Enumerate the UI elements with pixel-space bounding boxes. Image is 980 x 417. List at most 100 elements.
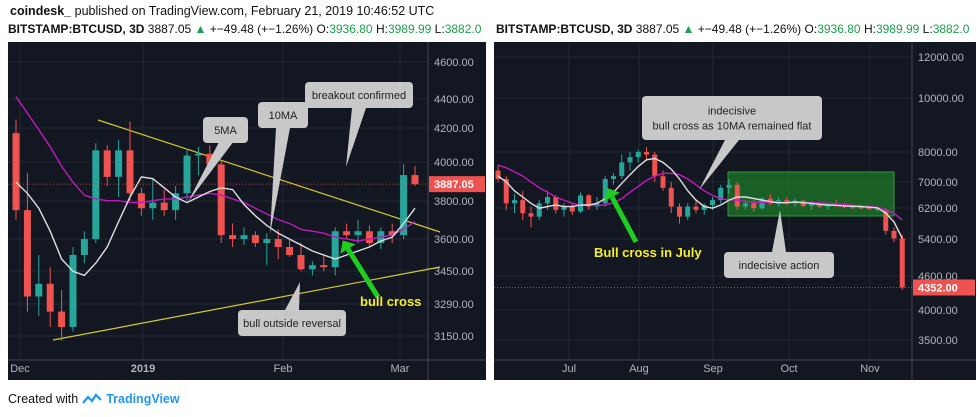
candle-body [512, 200, 517, 204]
author-name[interactable]: coindesk_ [10, 4, 72, 18]
candle-body [685, 206, 691, 217]
y-tick-label: 3500.00 [918, 335, 958, 347]
candle-body [875, 208, 880, 210]
y-tick-label: 3800.00 [434, 196, 474, 208]
candle-body [759, 198, 765, 209]
green-arrow-shaft [345, 247, 381, 299]
x-tick-label: Aug [629, 363, 649, 375]
indecisive-cross-callout-text: bull cross as 10MA remained flat [653, 120, 812, 132]
candle-body [103, 150, 111, 177]
bull-cross-july-label: Bull cross in July [594, 245, 702, 260]
chart-panel-right[interactable]: 12000.00 10000.00 8000.00 7000.00 6200.00 540… [494, 42, 976, 380]
symbol-bar-right: BITSTAMP:BTCUSD, 3D 3887.05 ▲ +−49.48 (+… [496, 22, 976, 36]
x-tick-label: Mar [391, 363, 410, 375]
candle-body [611, 176, 616, 179]
candle-body [263, 239, 271, 244]
candle-body [883, 209, 889, 231]
high-label: H: [863, 22, 876, 36]
candle-body [677, 206, 682, 217]
candle-body [35, 283, 43, 297]
y-tick-label: 4400.00 [434, 94, 474, 106]
candle-body [644, 152, 649, 155]
candle-body [411, 175, 419, 185]
candle-body [545, 196, 550, 204]
candle-body [668, 187, 674, 207]
candlestick-chart-right[interactable]: 12000.00 10000.00 8000.00 7000.00 6200.00 540… [494, 42, 976, 380]
candle-body [286, 246, 294, 256]
candle-body [536, 203, 542, 217]
candle-body [561, 206, 567, 210]
tradingview-brand[interactable]: TradingView [106, 392, 180, 406]
bull-cross-label: bull cross [360, 294, 421, 309]
candle-body [46, 283, 54, 312]
callout-pointer [346, 108, 366, 167]
candle-body [251, 235, 259, 244]
open-value: 3936.80 [817, 22, 861, 36]
ma5-line [497, 157, 903, 239]
candle-body [726, 184, 732, 188]
open-label: O: [804, 22, 818, 36]
candle-body [520, 200, 526, 214]
candle-body [115, 150, 123, 177]
publish-header: coindesk_ published on TradingView.com, … [10, 4, 434, 18]
candle-body [858, 207, 864, 209]
low-label: L: [922, 22, 933, 36]
x-tick-label: Oct [780, 363, 797, 375]
candle-body [710, 200, 715, 205]
callout-pointer [285, 282, 300, 310]
candle-body [320, 265, 328, 268]
y-tick-label: 3600.00 [434, 234, 474, 246]
candle-body [825, 204, 831, 207]
callout-pointer [270, 128, 290, 234]
breakout-callout-text: breakout confirmed [312, 90, 406, 102]
candle-body [602, 178, 608, 204]
candle-body [899, 238, 905, 288]
open-label: O: [316, 22, 330, 36]
green-arrow-shaft [609, 195, 639, 244]
candle-body [817, 203, 823, 207]
indecisive-cross-callout-text: indecisive [708, 106, 756, 118]
last-price-label: 3887.05 [434, 179, 474, 191]
trend-line [97, 119, 441, 233]
green-arrow-head [604, 188, 620, 202]
y-tick-label: 3150.00 [434, 331, 474, 343]
price-change: +−49.48 (+−1.26%) [697, 22, 802, 36]
candle-body [23, 210, 31, 297]
candle-body [80, 239, 88, 256]
symbol-name: BITSTAMP:BTCUSD, 3D [496, 22, 633, 36]
high-label: H: [375, 22, 388, 36]
candle-body [751, 203, 757, 209]
candle-body [365, 231, 373, 244]
candle-body [809, 203, 814, 206]
candle-body [126, 150, 134, 194]
candle-body [866, 208, 872, 210]
ma10-callout-text: 10MA [269, 110, 298, 122]
last-price-label: 4352.00 [918, 282, 958, 294]
x-tick-label: Nov [860, 363, 880, 375]
candlestick-chart-left[interactable]: 4600.00 4400.00 4200.00 4000.00 3800.00 3600.… [8, 42, 486, 380]
candle-body [172, 193, 180, 211]
callout-pointer [188, 143, 233, 202]
x-tick-label: Dec [10, 363, 30, 375]
chart-panel-left[interactable]: 4600.00 4400.00 4200.00 4000.00 3800.00 3600.… [8, 42, 486, 380]
candle-body [891, 230, 897, 239]
symbol-name: BITSTAMP:BTCUSD, 3D [8, 22, 145, 36]
y-tick-label: 5400.00 [918, 234, 958, 246]
current-price: 3887.05 [635, 22, 680, 36]
tradingview-logo-icon [82, 393, 102, 404]
y-tick-label: 3290.00 [434, 299, 474, 311]
open-value: 3936.80 [329, 22, 373, 36]
candle-body [354, 231, 362, 236]
low-value: 3882.0 [444, 22, 482, 36]
candle-body [343, 231, 351, 236]
candle-body [850, 206, 856, 208]
candle-body [240, 235, 248, 240]
candle-body [194, 153, 202, 156]
candle-body [627, 157, 633, 163]
candle-body [297, 255, 305, 270]
callout-pointer [772, 210, 786, 252]
y-tick-label: 7000.00 [918, 177, 958, 189]
ma10-line [15, 96, 416, 242]
trend-line [52, 266, 441, 341]
ma5-callout-text: 5MA [214, 125, 237, 137]
